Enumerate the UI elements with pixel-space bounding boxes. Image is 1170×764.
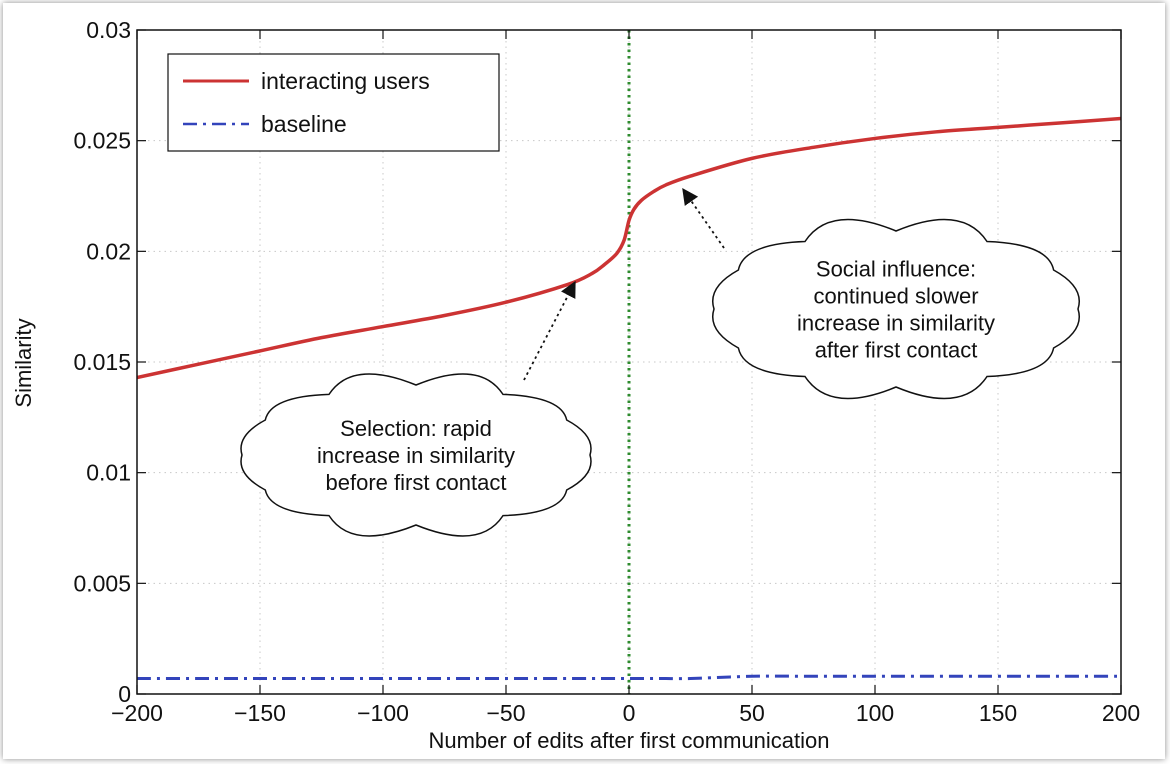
annotation-text-line: increase in similarity — [317, 443, 515, 468]
x-tick-label: 0 — [623, 700, 636, 726]
line-chart: −200 −150 −100 −50 0 50 100 150 200 0 0.005 0.01 0.… — [11, 17, 1140, 753]
x-tick-label: −150 — [234, 700, 286, 726]
annotation-text-line: continued slower — [813, 284, 978, 309]
x-tick-label: 150 — [979, 700, 1017, 726]
y-tick-label: 0.015 — [73, 349, 131, 375]
y-tick-label: 0.025 — [73, 128, 131, 154]
annotation-cloud-2: Social influence:continued slowerincreas… — [682, 188, 1080, 400]
x-tick-label: 50 — [739, 700, 765, 726]
y-axis-label: Similarity — [11, 318, 36, 407]
figure-frame: −200 −150 −100 −50 0 50 100 150 200 0 0.005 0.01 0.… — [3, 3, 1165, 759]
x-tick-label: −200 — [111, 700, 163, 726]
annotation-arrow — [523, 280, 576, 381]
legend: interacting users baseline — [167, 53, 500, 152]
annotation-text-line: increase in similarity — [797, 311, 995, 336]
axis-ticks — [136, 29, 1122, 695]
annotation-text-line: Social influence: — [816, 257, 976, 282]
annotation-text-line: before first contact — [326, 470, 507, 495]
annotation-text-line: after first contact — [815, 338, 978, 363]
x-tick-label: −50 — [486, 700, 525, 726]
legend-label-interacting-users: interacting users — [261, 68, 430, 94]
legend-label-baseline: baseline — [261, 111, 347, 137]
y-tick-labels: 0 0.005 0.01 0.015 0.02 0.025 0.03 — [73, 17, 131, 707]
y-tick-label: 0.03 — [86, 17, 131, 43]
y-tick-label: 0 — [118, 681, 131, 707]
x-axis-label: Number of edits after first communicatio… — [428, 728, 829, 753]
y-tick-label: 0.005 — [73, 570, 131, 596]
x-tick-label: 100 — [856, 700, 894, 726]
cloud-shape — [712, 218, 1080, 400]
legend-box — [167, 53, 500, 152]
y-tick-label: 0.02 — [86, 238, 131, 264]
x-tick-labels: −200 −150 −100 −50 0 50 100 150 200 — [111, 700, 1140, 726]
x-tick-label: −100 — [357, 700, 409, 726]
cloud-shape — [240, 373, 592, 537]
series-layer — [137, 116, 1121, 681]
y-tick-label: 0.01 — [86, 460, 131, 486]
series-line-baseline — [137, 674, 1121, 681]
x-tick-label: 200 — [1102, 700, 1140, 726]
annotation-text-line: Selection: rapid — [340, 416, 492, 441]
series-line-interacting-users — [137, 116, 1121, 380]
